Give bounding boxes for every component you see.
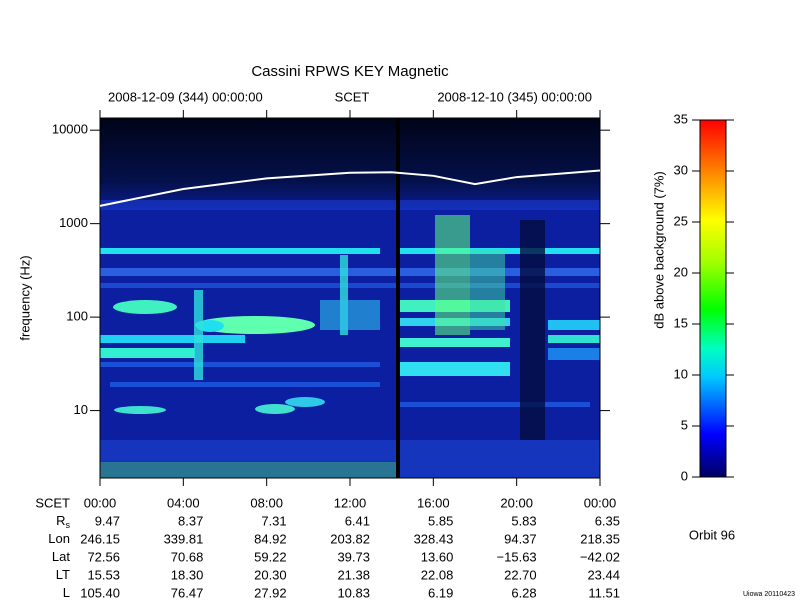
ephemeris-value: 11.51 xyxy=(588,585,620,600)
chart-title: Cassini RPWS KEY Magnetic xyxy=(251,63,449,80)
ephemeris-value: 6.41 xyxy=(345,513,370,528)
ephemeris-value: 15.53 xyxy=(87,567,120,582)
ephemeris-value: 8.37 xyxy=(178,513,203,528)
ephemeris-value: 22.08 xyxy=(421,567,454,582)
x-tick-label: 08:00 xyxy=(250,495,283,510)
ephemeris-name-sub: s xyxy=(66,520,71,530)
x-tick-label: 00:00 xyxy=(84,495,117,510)
x-tick-label: 20:00 xyxy=(500,495,533,510)
x-tick-label: 00:00 xyxy=(584,495,617,510)
ephemeris-value: −42.02 xyxy=(580,549,620,564)
ephemeris-value: 6.35 xyxy=(595,513,620,528)
ephemeris-value: 246.15 xyxy=(80,531,120,546)
colorbar xyxy=(700,120,726,477)
colorbar-tick-label: 10 xyxy=(674,366,688,381)
ephemeris-value: −15.63 xyxy=(497,549,537,564)
ephemeris-value: 10.83 xyxy=(337,585,370,600)
ephemeris-value: 218.35 xyxy=(580,531,620,546)
ephemeris-value: 22.70 xyxy=(504,567,537,582)
ephemeris-value: 84.92 xyxy=(254,531,287,546)
ephemeris-value: 339.81 xyxy=(164,531,204,546)
ephemeris-name-text: LT xyxy=(56,567,70,582)
ephemeris-name: Rs xyxy=(56,513,70,530)
ephemeris-value: 6.19 xyxy=(428,585,453,600)
ephemeris-value: 5.83 xyxy=(511,513,536,528)
x-tick-label: 04:00 xyxy=(167,495,200,510)
ephemeris-row-label: SCET xyxy=(35,495,70,510)
ephemeris-value: 94.37 xyxy=(504,531,537,546)
ephemeris-value: 6.28 xyxy=(511,585,536,600)
ephemeris-name: Lon xyxy=(48,531,70,546)
y-tick-label: 10000 xyxy=(52,122,88,137)
end-time: 2008-12-10 (345) 00:00:00 xyxy=(437,89,592,104)
colorbar-label: dB above background (7%) xyxy=(651,171,666,329)
ephemeris-value: 27.92 xyxy=(254,585,287,600)
ephemeris-value: 328.43 xyxy=(414,531,454,546)
ephemeris-value: 76.47 xyxy=(171,585,204,600)
colorbar-frame xyxy=(699,119,727,478)
ephemeris-value: 59.22 xyxy=(254,549,287,564)
y-tick-label: 1000 xyxy=(59,215,88,230)
x-tick-label: 16:00 xyxy=(417,495,450,510)
orbit: Orbit 96 xyxy=(689,527,735,542)
colorbar-tick-label: 0 xyxy=(681,468,688,483)
x-tick-label: 12:00 xyxy=(334,495,367,510)
ephemeris-name: Lat xyxy=(52,549,70,564)
colorbar-tick-label: 25 xyxy=(674,213,688,228)
colorbar-tick-label: 35 xyxy=(674,111,688,126)
ephemeris-value: 21.38 xyxy=(337,567,370,582)
colorbar-tick-label: 15 xyxy=(674,315,688,330)
colorbar-tick-label: 5 xyxy=(681,417,688,432)
ephemeris-value: 70.68 xyxy=(171,549,204,564)
footer: Uiowa 20110423 xyxy=(743,591,795,598)
ephemeris-name-text: R xyxy=(56,513,65,528)
start-time: 2008-12-09 (344) 00:00:00 xyxy=(108,89,263,104)
ephemeris-value: 39.73 xyxy=(337,549,370,564)
ephemeris-value: 72.56 xyxy=(87,549,120,564)
ephemeris-value: 105.40 xyxy=(80,585,120,600)
colorbar-tick-label: 20 xyxy=(674,264,688,279)
y-tick-label: 10 xyxy=(74,402,88,417)
y-tick-label: 100 xyxy=(66,309,88,324)
ephemeris-name-text: Lat xyxy=(52,549,70,564)
ephemeris-name: LT xyxy=(56,567,70,582)
time-label: SCET xyxy=(335,89,370,104)
ephemeris-value: 13.60 xyxy=(421,549,454,564)
ephemeris-name-text: Lon xyxy=(48,531,70,546)
ephemeris-value: 7.31 xyxy=(261,513,286,528)
ephemeris-value: 9.47 xyxy=(95,513,120,528)
colorbar-tick-label: 30 xyxy=(674,162,688,177)
ephemeris-value: 18.30 xyxy=(171,567,204,582)
ephemeris-name-text: L xyxy=(63,585,70,600)
ephemeris-value: 20.30 xyxy=(254,567,287,582)
cutoff-line xyxy=(99,169,601,207)
ephemeris-value: 203.82 xyxy=(330,531,370,546)
ephemeris-value: 5.85 xyxy=(428,513,453,528)
y-axis-label: frequency (Hz) xyxy=(17,255,32,340)
ephemeris-value: 23.44 xyxy=(587,567,620,582)
ephemeris-name: L xyxy=(63,585,70,600)
